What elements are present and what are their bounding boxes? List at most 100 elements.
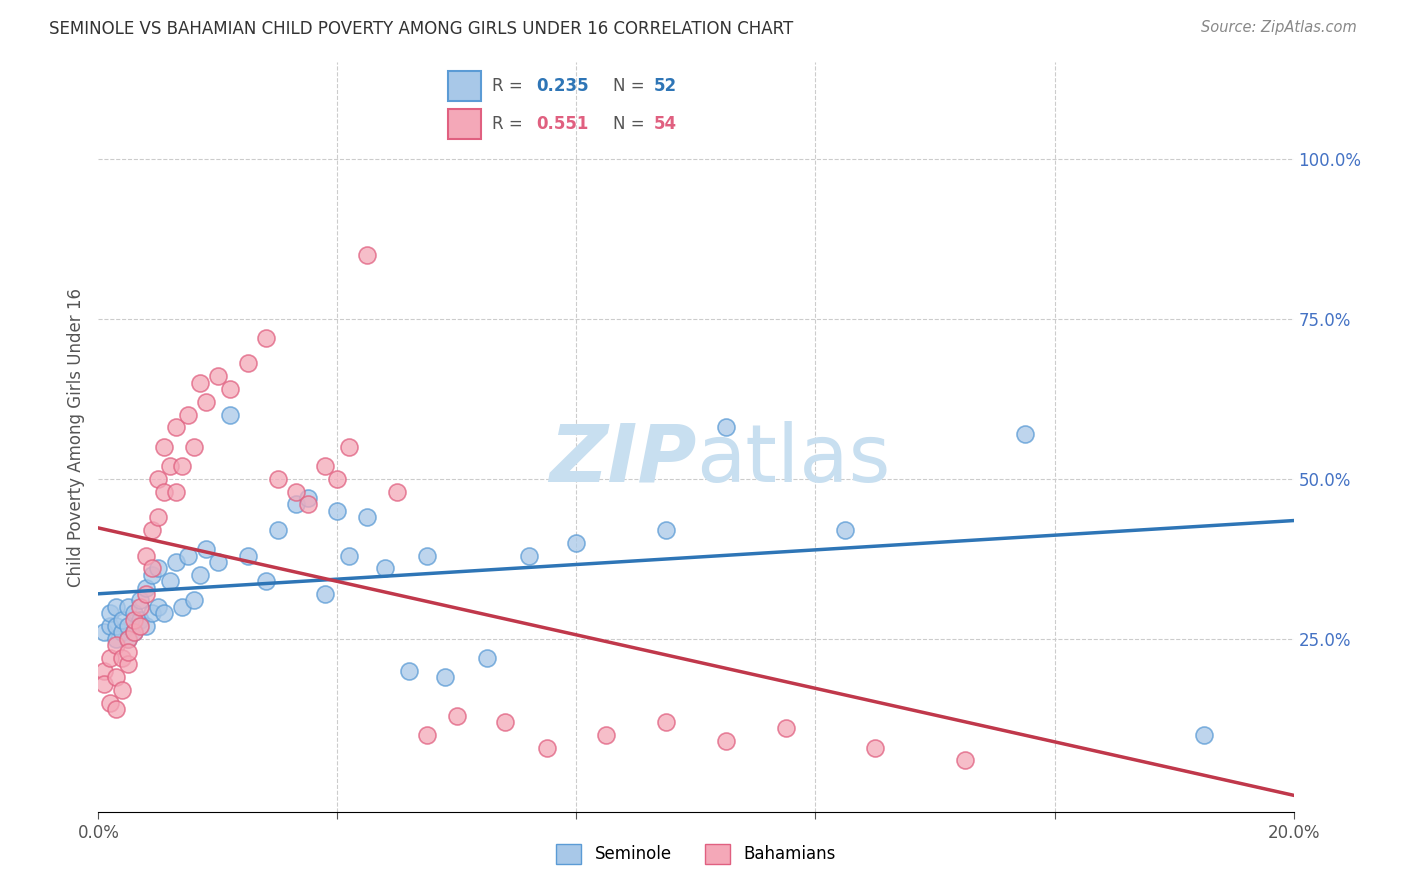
Point	[188, 376, 211, 390]
Point	[98, 619, 122, 633]
Point	[834, 523, 856, 537]
Point	[93, 664, 115, 678]
Point	[105, 632, 128, 646]
Point	[159, 458, 181, 473]
Point	[865, 740, 887, 755]
Point	[135, 587, 157, 601]
Point	[595, 728, 617, 742]
Text: 0.551: 0.551	[536, 115, 589, 133]
Point	[183, 440, 205, 454]
Text: Source: ZipAtlas.com: Source: ZipAtlas.com	[1201, 20, 1357, 35]
Point	[141, 561, 163, 575]
Point	[177, 408, 200, 422]
Point	[148, 510, 170, 524]
Point	[315, 587, 337, 601]
Point	[517, 549, 540, 563]
Point	[117, 632, 139, 646]
Point	[207, 555, 229, 569]
Point	[339, 549, 361, 563]
Point	[385, 484, 409, 499]
Point	[236, 356, 259, 370]
Point	[284, 497, 307, 511]
Text: N =: N =	[613, 77, 650, 95]
Text: 52: 52	[654, 77, 678, 95]
Point	[254, 331, 277, 345]
Point	[129, 593, 152, 607]
Point	[93, 625, 115, 640]
Point	[183, 593, 205, 607]
Point	[284, 484, 307, 499]
Point	[714, 420, 737, 434]
Point	[105, 702, 128, 716]
Point	[141, 523, 163, 537]
Text: R =: R =	[492, 115, 529, 133]
Point	[1014, 426, 1036, 441]
Text: R =: R =	[492, 77, 529, 95]
Point	[188, 567, 211, 582]
FancyBboxPatch shape	[449, 109, 481, 139]
Point	[148, 472, 170, 486]
Point	[165, 484, 187, 499]
Point	[111, 683, 134, 698]
Point	[124, 613, 146, 627]
Point	[326, 472, 349, 486]
Point	[98, 696, 122, 710]
Point	[117, 645, 139, 659]
Point	[117, 599, 139, 614]
Point	[111, 625, 134, 640]
Point	[172, 458, 194, 473]
Point	[219, 408, 242, 422]
Legend: Seminole, Bahamians: Seminole, Bahamians	[550, 838, 842, 871]
Point	[416, 549, 439, 563]
Point	[267, 523, 290, 537]
Point	[172, 599, 194, 614]
Point	[494, 714, 516, 729]
Point	[129, 619, 152, 633]
Point	[105, 638, 128, 652]
Point	[446, 708, 468, 723]
Point	[135, 549, 157, 563]
Point	[105, 619, 128, 633]
Point	[124, 625, 146, 640]
Point	[117, 632, 139, 646]
Point	[655, 714, 678, 729]
Point	[374, 561, 396, 575]
Point	[326, 504, 349, 518]
Point	[105, 670, 128, 684]
Text: 0.235: 0.235	[536, 77, 589, 95]
Point	[339, 440, 361, 454]
Point	[434, 670, 457, 684]
Point	[565, 535, 588, 549]
Point	[117, 619, 139, 633]
Point	[148, 599, 170, 614]
Point	[165, 420, 187, 434]
Point	[153, 606, 176, 620]
Point	[236, 549, 259, 563]
Point	[356, 247, 378, 261]
Point	[111, 651, 134, 665]
Text: N =: N =	[613, 115, 650, 133]
Point	[315, 458, 337, 473]
Point	[195, 542, 218, 557]
Point	[655, 523, 678, 537]
Point	[148, 561, 170, 575]
Point	[105, 599, 128, 614]
Point	[153, 484, 176, 499]
Point	[207, 369, 229, 384]
Text: SEMINOLE VS BAHAMIAN CHILD POVERTY AMONG GIRLS UNDER 16 CORRELATION CHART: SEMINOLE VS BAHAMIAN CHILD POVERTY AMONG…	[49, 20, 793, 37]
Point	[775, 722, 797, 736]
Point	[98, 606, 122, 620]
Point	[141, 606, 163, 620]
FancyBboxPatch shape	[449, 71, 481, 101]
Point	[141, 567, 163, 582]
Point	[135, 581, 157, 595]
Point	[165, 555, 187, 569]
Point	[219, 382, 242, 396]
Point	[177, 549, 200, 563]
Text: atlas: atlas	[696, 420, 890, 499]
Point	[254, 574, 277, 589]
Point	[356, 510, 378, 524]
Point	[714, 734, 737, 748]
Point	[953, 754, 976, 768]
Point	[129, 613, 152, 627]
